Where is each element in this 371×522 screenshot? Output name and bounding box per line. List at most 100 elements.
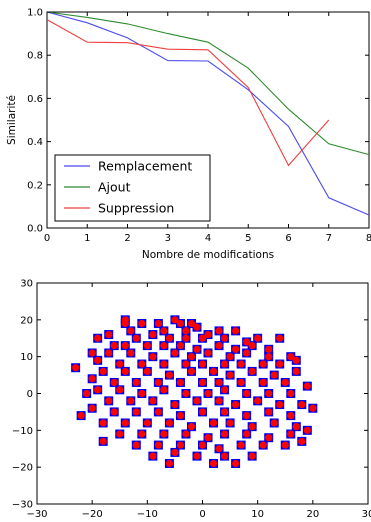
scatter-point-circle bbox=[215, 327, 223, 335]
scatter-point-circle bbox=[232, 459, 240, 468]
x-tick-label: 4 bbox=[205, 233, 211, 244]
scatter-point-circle bbox=[94, 356, 102, 364]
scatter-point-circle bbox=[276, 400, 284, 409]
scatter-point-circle bbox=[94, 386, 102, 394]
scatter-point-circle bbox=[187, 319, 196, 328]
scatter-point-circle bbox=[265, 345, 273, 353]
scatter-point-circle bbox=[248, 452, 256, 460]
scatter-point-circle bbox=[265, 353, 273, 361]
scatter-point-circle bbox=[165, 371, 173, 379]
scatter-point-circle bbox=[215, 378, 223, 387]
scatter-point-circle bbox=[292, 356, 300, 364]
scatter-point-circle bbox=[99, 367, 107, 375]
scatter-point-circle bbox=[292, 423, 300, 431]
line-chart-y-ticks: 0.0 0.2 0.4 0.6 0.8 1.0 bbox=[27, 8, 369, 235]
scatter-point-circle bbox=[287, 430, 295, 438]
scatter-point-circle bbox=[99, 419, 107, 427]
scatter-point-circle bbox=[88, 375, 96, 383]
scatter-point-circle bbox=[237, 360, 245, 368]
scatter-point-circle bbox=[276, 360, 284, 368]
scatter-point-circle bbox=[270, 371, 278, 379]
scatter-point-circle bbox=[209, 419, 218, 427]
scatter-point-circle bbox=[138, 319, 146, 328]
line-chart-x-ticks: 0 1 2 3 4 5 6 7 8 bbox=[44, 12, 371, 244]
scatter-point-circle bbox=[209, 367, 218, 375]
scatter-point-circle bbox=[176, 319, 185, 328]
scatter-point-circle bbox=[259, 378, 267, 387]
scatter-point-circle bbox=[160, 327, 168, 335]
scatter-point-circle bbox=[193, 323, 201, 331]
y-tick-label: 0.0 bbox=[27, 224, 43, 235]
x-tick-label: 30 bbox=[362, 509, 371, 520]
scatter-point-circle bbox=[160, 430, 168, 438]
y-tick-label: −30 bbox=[12, 500, 33, 511]
scatter-point-circle bbox=[171, 448, 179, 457]
scatter-point-circle bbox=[182, 430, 190, 438]
scatter-point-circle bbox=[187, 353, 196, 361]
scatter-point-circle bbox=[138, 389, 146, 398]
scatter-point-circle bbox=[88, 349, 96, 357]
scatter-point-circle bbox=[248, 423, 256, 431]
scatter-point-circle bbox=[121, 419, 129, 427]
scatter-point-circle bbox=[154, 378, 162, 387]
scatter-point-circle bbox=[232, 345, 240, 353]
scatter-point-circle bbox=[287, 389, 295, 398]
x-tick-label: 3 bbox=[165, 233, 171, 244]
scatter-point-circle bbox=[187, 367, 196, 375]
scatter-point-circle bbox=[116, 430, 124, 438]
scatter-point-circle bbox=[143, 367, 151, 375]
scatter-point-circle bbox=[248, 367, 256, 375]
scatter-point-circle bbox=[254, 334, 262, 342]
scatter-point-circle bbox=[138, 430, 146, 438]
scatter-point-circle bbox=[204, 330, 212, 339]
scatter-point-circle bbox=[149, 397, 157, 405]
scatter-chart-y-ticks: −30 −20 −10 0 10 20 30 bbox=[12, 279, 368, 511]
scatter-point-circle bbox=[220, 408, 229, 416]
scatter-point-circle bbox=[187, 423, 196, 431]
scatter-point-circle bbox=[99, 437, 107, 445]
x-tick-label: 5 bbox=[245, 233, 251, 244]
scatter-point-circle bbox=[88, 404, 96, 412]
scatter-point-circle bbox=[77, 412, 85, 420]
scatter-point-circle bbox=[281, 441, 289, 449]
scatter-chart-points bbox=[71, 315, 318, 468]
scatter-point-circle bbox=[226, 371, 234, 379]
scatter-point-circle bbox=[303, 382, 311, 390]
scatter-point-circle bbox=[127, 349, 135, 357]
scatter-point-circle bbox=[182, 360, 190, 368]
x-tick-label: 8 bbox=[366, 233, 371, 244]
scatter-point-circle bbox=[132, 334, 140, 342]
line-chart-x-axis-label: Nombre de modifications bbox=[142, 249, 274, 261]
series-line-remplacement bbox=[46, 11, 370, 216]
scatter-point-circle bbox=[215, 397, 223, 405]
scatter-point-circle bbox=[198, 334, 207, 342]
scatter-point-circle bbox=[154, 319, 162, 328]
scatter-point-circle bbox=[171, 400, 179, 409]
scatter-point-circle bbox=[160, 360, 168, 368]
scatter-chart-plot-area bbox=[36, 282, 369, 505]
scatter-point-circle bbox=[204, 349, 212, 357]
y-tick-label: 0.4 bbox=[27, 137, 43, 148]
scatter-point-circle bbox=[198, 360, 207, 368]
scatter-point-circle bbox=[176, 378, 185, 387]
x-tick-label: 7 bbox=[326, 233, 332, 244]
scatter-point-circle bbox=[171, 316, 179, 324]
scatter-point-circle bbox=[259, 441, 267, 449]
scatter-point-circle bbox=[276, 334, 284, 342]
x-tick-label: −10 bbox=[137, 509, 158, 520]
scatter-point-circle bbox=[83, 389, 91, 398]
scatter-point-circle bbox=[243, 338, 251, 346]
y-tick-label: 0 bbox=[27, 389, 33, 400]
line-chart-legend: Remplacement Ajout Suppression bbox=[54, 154, 211, 222]
scatter-point-circle bbox=[121, 367, 129, 375]
scatter-point-circle bbox=[292, 367, 300, 375]
x-tick-label: 6 bbox=[285, 233, 291, 244]
scatter-point-circle bbox=[226, 419, 234, 427]
scatter-point-circle bbox=[243, 389, 251, 398]
scatter-point-circle bbox=[110, 342, 118, 350]
scatter-point-circle bbox=[237, 441, 245, 449]
y-tick-label: 0.2 bbox=[27, 180, 43, 191]
x-tick-label: 1 bbox=[84, 233, 90, 244]
scatter-point-circle bbox=[220, 334, 229, 342]
